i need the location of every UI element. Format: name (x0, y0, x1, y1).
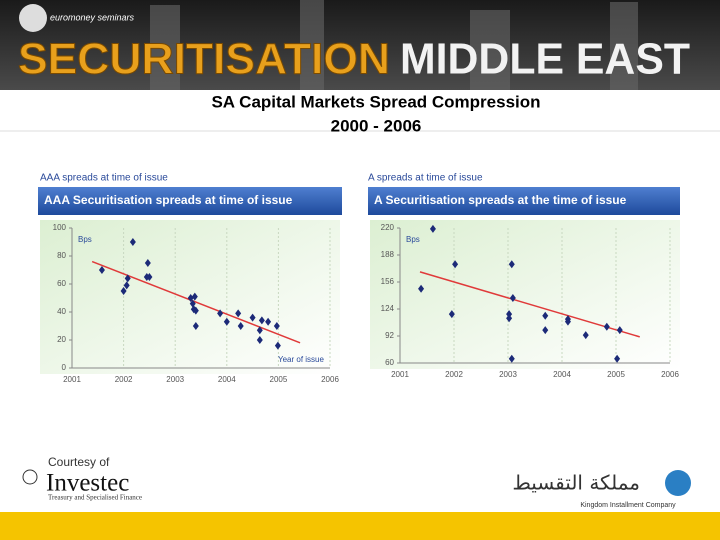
header-banner (0, 0, 720, 90)
kic-logo (665, 470, 691, 496)
data-point (120, 287, 127, 295)
chart-title-band (38, 187, 342, 215)
footer-bar (0, 512, 720, 540)
data-point (256, 336, 263, 344)
y-tick-label: 40 (57, 307, 66, 316)
y-tick-label: 156 (381, 277, 395, 286)
data-point (603, 322, 610, 331)
y-tick-label: 124 (381, 304, 395, 313)
trend-line (419, 271, 640, 338)
data-point (582, 331, 589, 340)
x-tick-label: 2003 (166, 375, 184, 384)
data-point (616, 326, 623, 335)
data-point (274, 341, 281, 350)
x-tick-label: 2006 (321, 375, 339, 384)
x-tick-label: 2001 (63, 375, 81, 384)
data-point (190, 305, 197, 314)
y-axis-label: Bps (406, 235, 420, 244)
data-point (144, 259, 151, 267)
x-tick-label: 2002 (115, 375, 133, 384)
data-point (508, 354, 515, 363)
y-axis-label: Bps (78, 235, 92, 244)
data-point (506, 310, 513, 319)
data-point (509, 294, 516, 303)
data-point (189, 299, 196, 308)
data-point (258, 316, 265, 325)
x-tick-label: 2006 (661, 370, 679, 379)
x-tick-label: 2005 (607, 370, 625, 379)
data-point (256, 326, 263, 335)
data-point (614, 354, 621, 363)
data-point (542, 311, 549, 320)
banner-left: SECURITISATION (18, 35, 390, 84)
data-point (191, 292, 198, 301)
chart-title-band (368, 187, 680, 215)
y-tick-label: 0 (62, 363, 67, 372)
data-point (223, 317, 230, 326)
data-point (508, 260, 515, 269)
data-point (124, 274, 131, 283)
data-point (418, 284, 425, 293)
data-point (273, 322, 280, 330)
y-tick-label: 80 (57, 251, 66, 260)
data-point (506, 314, 513, 323)
slide-subtitle: 2000 - 2006 (331, 116, 422, 135)
data-point (265, 317, 272, 326)
trend-line (91, 260, 301, 344)
chart-title: AAA Securitisation spreads at time of is… (44, 193, 293, 207)
x-tick-label: 2004 (553, 370, 571, 379)
kic-arabic: مملكة التقسيط (512, 471, 640, 495)
data-point (129, 238, 136, 246)
investec-tagline: Treasury and Specialised Finance (48, 494, 142, 502)
x-tick-label: 2005 (270, 375, 288, 384)
chart-title: A Securitisation spreads at the time of … (374, 193, 627, 207)
data-point (146, 273, 153, 281)
city-skyline (150, 0, 638, 90)
logo-mark (19, 4, 47, 32)
y-tick-label: 60 (385, 358, 394, 367)
y-tick-label: 92 (385, 331, 394, 340)
data-point (98, 266, 105, 274)
investec-logo (22, 469, 38, 485)
data-point (452, 260, 459, 269)
data-point (123, 281, 130, 290)
logo-text: euromoney seminars (50, 12, 135, 22)
y-tick-label: 60 (57, 279, 66, 288)
investec-name: Investec (46, 470, 129, 497)
chart-caption: A spreads at time of issue (368, 173, 483, 184)
y-tick-label: 220 (381, 223, 395, 232)
data-point (542, 326, 549, 335)
y-tick-label: 188 (381, 250, 395, 259)
data-point (237, 322, 244, 330)
x-tick-label: 2002 (445, 370, 463, 379)
data-point (249, 313, 256, 322)
y-tick-label: 20 (57, 335, 66, 344)
banner-right: MIDDLE EAST (400, 35, 690, 84)
slide-title: SA Capital Markets Spread Compression (211, 92, 540, 111)
data-point (448, 310, 455, 319)
chart-caption: AAA spreads at time of issue (40, 173, 168, 184)
data-point (187, 294, 194, 302)
y-tick-label: 100 (53, 223, 67, 232)
x-axis-label: Year of issue (278, 355, 325, 364)
courtesy: Courtesy of (48, 455, 110, 469)
kic-name: Kingdom Installment Company (580, 502, 676, 509)
data-point (235, 309, 242, 318)
plot-area (370, 220, 680, 369)
data-point (429, 224, 436, 233)
data-point (192, 322, 199, 330)
x-tick-label: 2004 (218, 375, 236, 384)
data-point (564, 317, 571, 326)
x-tick-label: 2003 (499, 370, 517, 379)
x-tick-label: 2001 (391, 370, 409, 379)
data-point (217, 309, 224, 318)
